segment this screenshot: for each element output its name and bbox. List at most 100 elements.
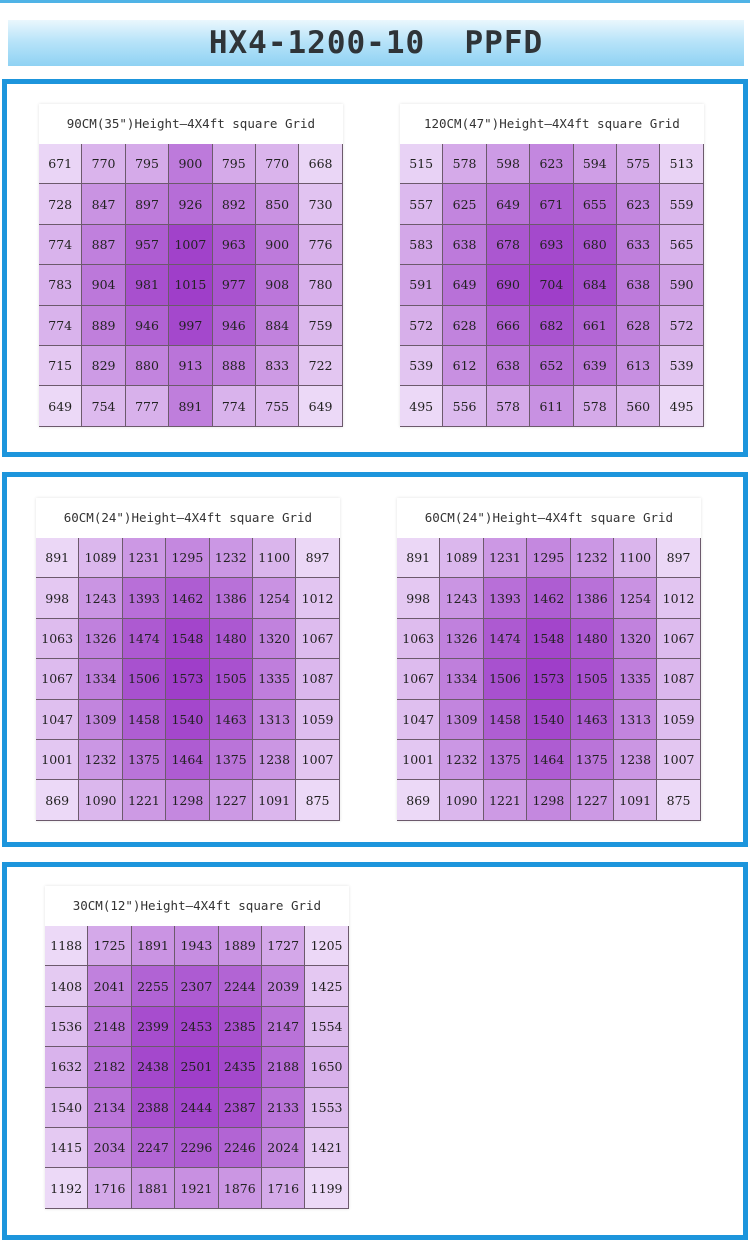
grid-cell: 891 <box>169 386 213 427</box>
grid-cell: 1298 <box>166 780 210 821</box>
grid-cell: 1001 <box>36 740 80 781</box>
grid-cell: 1221 <box>483 780 528 821</box>
grid-cell: 1199 <box>305 1168 349 1209</box>
grid-cell: 1254 <box>253 578 297 619</box>
grid-cell: 680 <box>573 224 617 266</box>
grid-cell: 628 <box>617 305 661 346</box>
chart-title: 60CM(24")Height—4X4ft square Grid <box>424 510 674 525</box>
grid-cell: 754 <box>82 386 126 427</box>
grid-cell: 1891 <box>131 926 176 967</box>
grid-cell: 572 <box>660 305 704 346</box>
grid-cell: 1632 <box>45 1047 89 1088</box>
grid-cell: 1650 <box>305 1047 349 1088</box>
grid-cell: 678 <box>486 224 531 266</box>
grid-cell: 704 <box>530 265 574 306</box>
grid-cell: 598 <box>486 144 531 185</box>
grid-cell: 1326 <box>440 618 484 660</box>
ppfd-heatmap-1: 90CM(35")Height—4X4ft square Grid 671 770 7… <box>39 104 343 427</box>
grid-cell: 1232 <box>570 538 614 579</box>
grid-cell: 1921 <box>175 1168 219 1209</box>
grid-cell: 495 <box>400 386 444 427</box>
grid-cell: 897 <box>296 538 340 579</box>
grid-cell: 1243 <box>79 578 123 619</box>
grid-cell: 1001 <box>397 740 441 781</box>
grid-cell: 2134 <box>88 1087 132 1128</box>
grid-cell: 668 <box>299 144 343 185</box>
grid-cell: 1458 <box>122 699 167 740</box>
grid-cell: 1188 <box>45 926 89 967</box>
grid-cell: 1067 <box>397 659 441 700</box>
grid-cell: 1506 <box>483 659 528 700</box>
grid-cell: 1540 <box>527 699 571 740</box>
grid-cell: 1231 <box>483 538 528 579</box>
ppfd-heatmap-2: 120CM(47")Height—4X4ft square Grid 515 578… <box>400 104 704 427</box>
grid-cell: 594 <box>573 144 617 185</box>
grid-cell: 1554 <box>305 1006 349 1048</box>
header-banner: HX4-1200-10 PPFD <box>8 20 744 66</box>
grid-cell: 1100 <box>614 538 658 579</box>
grid-cell: 2188 <box>262 1047 306 1088</box>
grid-cell: 946 <box>212 305 256 346</box>
grid-cell: 1727 <box>262 926 306 967</box>
grid-cell: 829 <box>82 346 126 387</box>
grid-cell: 1464 <box>527 740 571 781</box>
grid-cell: 671 <box>39 144 83 185</box>
grid-cell: 1462 <box>527 578 571 619</box>
grid-cell: 1047 <box>36 699 80 740</box>
grid-cell: 638 <box>443 224 487 266</box>
grid-cell: 1090 <box>440 780 484 821</box>
grid-cell: 628 <box>443 305 487 346</box>
grid-cell: 1463 <box>570 699 614 740</box>
grid-cell: 1326 <box>79 618 123 660</box>
grid-cell: 1238 <box>253 740 297 781</box>
grid-cell: 1881 <box>131 1168 176 1209</box>
grid-cell: 1386 <box>570 578 614 619</box>
grid-cell: 1716 <box>262 1168 306 1209</box>
grid-cell: 2453 <box>175 1006 219 1048</box>
grid-cell: 639 <box>573 346 617 387</box>
grid-cell: 1232 <box>79 740 123 781</box>
grid-cell: 1462 <box>166 578 210 619</box>
grid-cell: 884 <box>256 305 300 346</box>
grid-cell: 539 <box>400 346 444 387</box>
grid-cell: 557 <box>400 184 444 225</box>
grid-cell: 770 <box>82 144 126 185</box>
grid-cell: 2399 <box>131 1006 176 1048</box>
grid-cell: 755 <box>256 386 300 427</box>
grid-cell: 908 <box>256 265 300 306</box>
grid-cell: 1458 <box>483 699 528 740</box>
page-title: HX4-1200-10 PPFD <box>208 25 544 61</box>
ppfd-heatmap-3: 60CM(24")Height—4X4ft square Grid 891 1089… <box>36 498 340 821</box>
grid-cell: 1716 <box>88 1168 132 1209</box>
grid-cell: 892 <box>212 184 256 225</box>
grid-cell: 2438 <box>131 1047 176 1088</box>
grid-cell: 728 <box>39 184 83 225</box>
grid-cell: 1067 <box>296 618 340 660</box>
grid-cell: 833 <box>256 346 300 387</box>
grid-cell: 981 <box>125 265 170 306</box>
grid-cell: 2039 <box>262 966 306 1007</box>
grid-cell: 780 <box>299 265 343 306</box>
grid-cell: 1725 <box>88 926 132 967</box>
ppfd-heatmap-5: 30CM(12")Height—4X4ft square Grid 1188 172… <box>45 886 349 1209</box>
grid-cell: 897 <box>125 184 170 225</box>
grid-cell: 633 <box>617 224 661 266</box>
grid-cell: 1474 <box>122 618 167 660</box>
grid-cell: 1505 <box>209 659 253 700</box>
grid-cell: 1375 <box>483 740 528 781</box>
grid-cell: 682 <box>530 305 574 346</box>
grid-cell: 1232 <box>440 740 484 781</box>
grid-cell: 998 <box>36 578 80 619</box>
grid-cell: 977 <box>212 265 256 306</box>
grid-cell: 565 <box>660 224 704 266</box>
grid-cell: 875 <box>296 780 340 821</box>
grid-cell: 776 <box>299 224 343 266</box>
grid-cell: 1298 <box>527 780 571 821</box>
grid-cell: 1254 <box>614 578 658 619</box>
grid-cell: 904 <box>82 265 126 306</box>
grid-cell: 1238 <box>614 740 658 781</box>
grid-cell: 869 <box>36 780 80 821</box>
grid-cell: 1375 <box>570 740 614 781</box>
grid-cell: 661 <box>573 305 617 346</box>
grid-cell: 591 <box>400 265 444 306</box>
